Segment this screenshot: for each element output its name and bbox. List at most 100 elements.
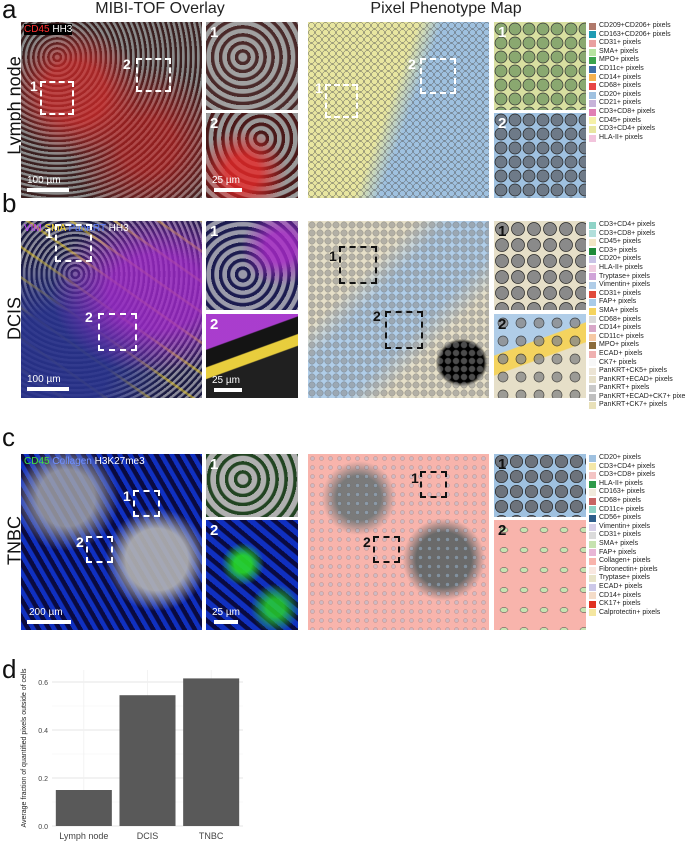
legend-item: PanKRT+ECAD+CK7+ pixels [589,393,685,402]
panel-letter-c: c [2,422,15,452]
legend-swatch [589,221,596,229]
dcis-phenotype-inset-2: 2 [494,314,586,398]
legend-item: FAP+ pixels [589,549,660,558]
legend-swatch [589,125,596,133]
legend-item: CD11c+ pixels [589,333,685,342]
legend-item: HLA-II+ pixels [589,480,660,489]
channel-label: VIM [24,223,42,234]
legend-item: CD14+ pixels [589,592,660,601]
legend-label: CD20+ pixels [599,255,641,263]
legend-item: CD68+ pixels [589,497,660,506]
x-tick-label: Lymph node [59,831,108,841]
roi-label-2: 2 [408,56,416,72]
y-tick-label: 0.2 [38,776,48,783]
legend-label: CD163+ pixels [599,488,645,496]
roi-label-1: 1 [123,488,131,504]
inset-number: 2 [498,115,507,132]
legend-item: HLA-II+ pixels [589,264,685,273]
legend-item: CD163+ pixels [589,488,660,497]
legend-label: CD31+ pixels [599,531,641,539]
lymph-node-phenotype-legend: CD209+CD206+ pixels CD163+CD206+ pixels CD… [589,22,671,142]
legend-label: CK17+ pixels [599,600,641,608]
legend-label: FAP+ pixels [599,298,637,306]
roi-label-1: 1 [30,78,38,94]
lymph-node-mibi-inset-1: 1 [206,22,298,110]
legend-item: Tryptase+ pixels [589,574,660,583]
legend-item: CD20+ pixels [589,91,671,100]
legend-label: ECAD+ pixels [599,349,643,357]
legend-label: CD56+ pixels [599,514,641,522]
legend-swatch [589,264,596,272]
legend-swatch [589,600,596,608]
inset-number: 2 [210,522,219,539]
legend-item: CD3+CD4+ pixels [589,221,685,230]
legend-item: Tryptase+ pixels [589,273,685,282]
channel-label: HH3 [105,223,129,234]
legend-swatch [589,402,596,410]
legend-item: CD68+ pixels [589,316,685,325]
inset-number: 2 [498,316,507,333]
legend-swatch [589,247,596,255]
legend-item: Vimentin+ pixels [589,281,685,290]
y-tick-label: 0.0 [38,824,48,831]
legend-swatch [589,549,596,557]
scale-label: 100 µm [27,175,61,186]
legend-label: HLA-II+ pixels [599,479,643,487]
legend-label: PanKRT+ pixels [599,384,650,392]
legend-label: MPO+ pixels [599,341,639,349]
legend-item: CD20+ pixels [589,255,685,264]
legend-swatch [589,557,596,565]
legend-label: CD20+ pixels [599,454,641,461]
roi-box-2 [136,58,171,92]
cell-outlines [308,22,489,198]
dcis-phenotype-inset-1: 1 [494,221,586,310]
roi-box-2 [98,313,137,351]
legend-swatch [589,307,596,315]
legend-swatch [589,230,596,238]
legend-swatch [589,91,596,99]
legend-swatch [589,592,596,600]
bar-lymph-node [55,790,112,826]
x-tick-label: TNBC [199,831,224,841]
legend-swatch [589,497,596,505]
legend-label: CD21+ pixels [599,99,641,107]
legend-item: PanKRT+ pixels [589,384,685,393]
scale-bar [27,620,71,624]
legend-label: CD3+CD8+ pixels [599,229,656,237]
bar-chart-svg: 0.0 0.2 0.4 0.6 Lymph node DCIS TNBC Average fr… [21,668,243,841]
roi-label-1: 1 [315,80,323,96]
legend-label: MPO+ pixels [599,56,639,64]
legend-label: Tryptase+ pixels [599,272,650,280]
legend-swatch [589,324,596,332]
roi-box-2 [385,311,423,349]
legend-swatch [589,134,596,142]
legend-swatch [589,454,596,462]
channel-label: HH3 [49,24,73,35]
inset-number: 1 [498,24,507,41]
tnbc-mibi-inset-1: 1 [206,454,298,517]
legend-label: CD14+ pixels [599,591,641,599]
legend-swatch [589,74,596,82]
cell-outlines [494,113,586,198]
legend-swatch [589,532,596,540]
legend-label: CD3+CD4+ pixels [599,462,656,470]
y-tick-label: 0.4 [38,728,48,735]
legend-item: HLA-II+ pixels [589,134,671,143]
legend-item: MPO+ pixels [589,56,671,65]
legend-label: CD11c+ pixels [599,505,644,513]
legend-swatch [589,342,596,350]
scale-bar [214,620,238,624]
bar-dcis [119,695,176,826]
inset-number: 1 [210,24,219,41]
legend-item: SMA+ pixels [589,307,685,316]
legend-label: CD68+ pixels [599,496,641,504]
panel-letter-a: a [2,0,17,24]
legend-item: CD3+CD8+ pixels [589,108,671,117]
cell-outlines [494,520,586,630]
legend-item: CD163+CD206+ pixels [589,31,671,40]
legend-swatch [589,523,596,531]
cell-outlines [494,454,586,517]
roi-label-1: 1 [411,470,419,486]
scale-label: 25 µm [212,607,240,618]
legend-swatch [589,281,596,289]
